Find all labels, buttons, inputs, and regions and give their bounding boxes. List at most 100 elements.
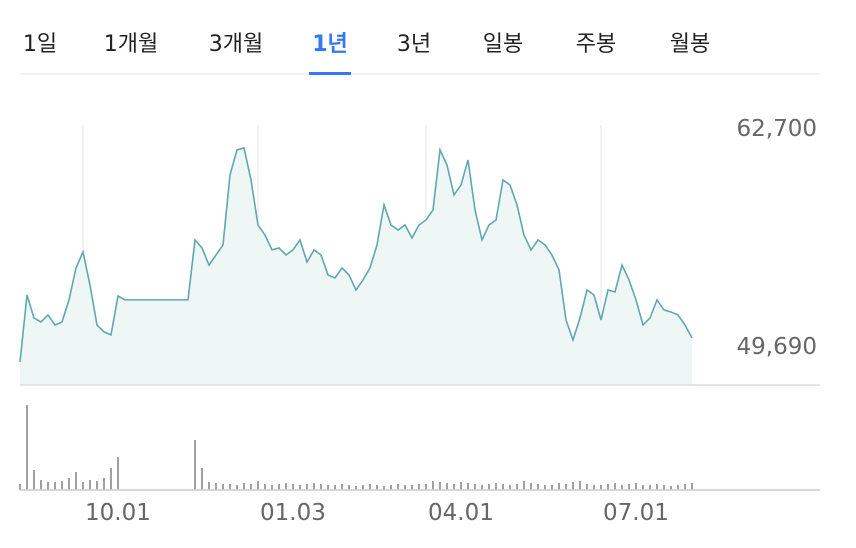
volume-bar [502,484,504,490]
volume-bar [327,485,329,490]
volume-bar [96,481,98,490]
period-tab[interactable]: 월봉 [669,32,711,57]
period-tab[interactable]: 1개월 [103,32,159,57]
volume-bar [40,480,42,490]
volume-bar [271,485,273,490]
price-line [19,146,693,362]
volume-bar [467,483,469,490]
volume-bar [215,483,217,490]
volume-bar [47,482,49,490]
volume-bar [628,484,630,490]
volume-bar [320,484,322,490]
volume-bar [684,484,686,490]
volume-bar [537,484,539,490]
volume-bar [257,481,259,490]
volume-bar [649,485,651,490]
volume-bar [474,484,476,490]
volume-bar [509,485,511,490]
volume-bar [82,482,84,490]
volume-bar [54,482,56,490]
volume-bar [635,483,637,490]
volume-bar [642,485,644,490]
volume-bar [418,484,420,490]
volume-bar [33,470,35,490]
x-tick-label: 01.03 [260,500,326,526]
volume-bar [236,485,238,490]
volume-bar [397,484,399,490]
volume-bar [523,481,525,490]
volume-bar [75,472,77,490]
volume-bar [446,483,448,490]
volume-bar [460,482,462,490]
period-tab[interactable]: 일봉 [482,32,524,57]
volume-bar [425,484,427,490]
volume-bar [544,485,546,490]
volume-bar [292,484,294,490]
volume-bar [110,468,112,490]
x-tick-label: 07.01 [603,500,669,526]
y-tick-label: 49,690 [737,334,817,360]
volume-bar [579,481,581,490]
volume-bar [250,484,252,490]
price-area [20,147,692,385]
y-tick-label: 62,700 [737,116,817,142]
volume-bar [551,485,553,490]
period-tab[interactable]: 1일 [22,32,58,57]
volume-bar [117,457,119,490]
volume-bar [278,484,280,490]
volume-bar [558,483,560,490]
period-tab[interactable]: 3개월 [208,32,264,57]
volume-bar [593,485,595,490]
volume-bar [26,405,28,490]
period-tab[interactable]: 3년 [396,32,432,57]
volume-bar [404,485,406,490]
x-tick-label: 10.01 [85,500,151,526]
volume-bar [222,484,224,490]
volume-bar [19,484,21,490]
volume-bar [439,482,441,490]
volume-bar [306,484,308,490]
volume-bar [663,485,665,490]
volume-bar [621,485,623,490]
volume-bar [208,482,210,490]
tab-underline [309,72,351,75]
volume-bar [677,485,679,490]
volume-bar [285,483,287,490]
volume-bar [61,481,63,490]
volume-bar [68,478,70,490]
volume-bar [243,483,245,490]
volume-bar [600,485,602,490]
period-tab[interactable]: 주봉 [575,32,617,57]
volume-bar [201,468,203,490]
volume-bar [348,485,350,490]
volume-bar [488,484,490,490]
volume-bar [516,484,518,490]
volume-bar [334,485,336,490]
volume-bar [103,478,105,490]
volume-bar [670,486,672,490]
volume-bar [656,484,658,490]
volume-bar [432,481,434,490]
volume-bar [572,482,574,490]
volume-bar [453,484,455,490]
volume-bar [691,483,693,490]
x-tick-label: 04.01 [428,500,494,526]
volume-bar [383,486,385,490]
volume-bar [565,484,567,490]
period-tab[interactable]: 1년 [312,32,348,57]
volume-bar [299,485,301,490]
volume-bar [614,483,616,490]
volume-bar [607,484,609,490]
volume-bar [411,485,413,490]
volume-bar [362,485,364,490]
volume-bar [586,484,588,490]
volume-bar [313,483,315,490]
volume-bar [264,484,266,490]
volume-bar [229,484,231,490]
volume-bar [89,480,91,490]
volume-bar [355,486,357,490]
volume-bar [341,484,343,490]
volume-bar [495,483,497,490]
